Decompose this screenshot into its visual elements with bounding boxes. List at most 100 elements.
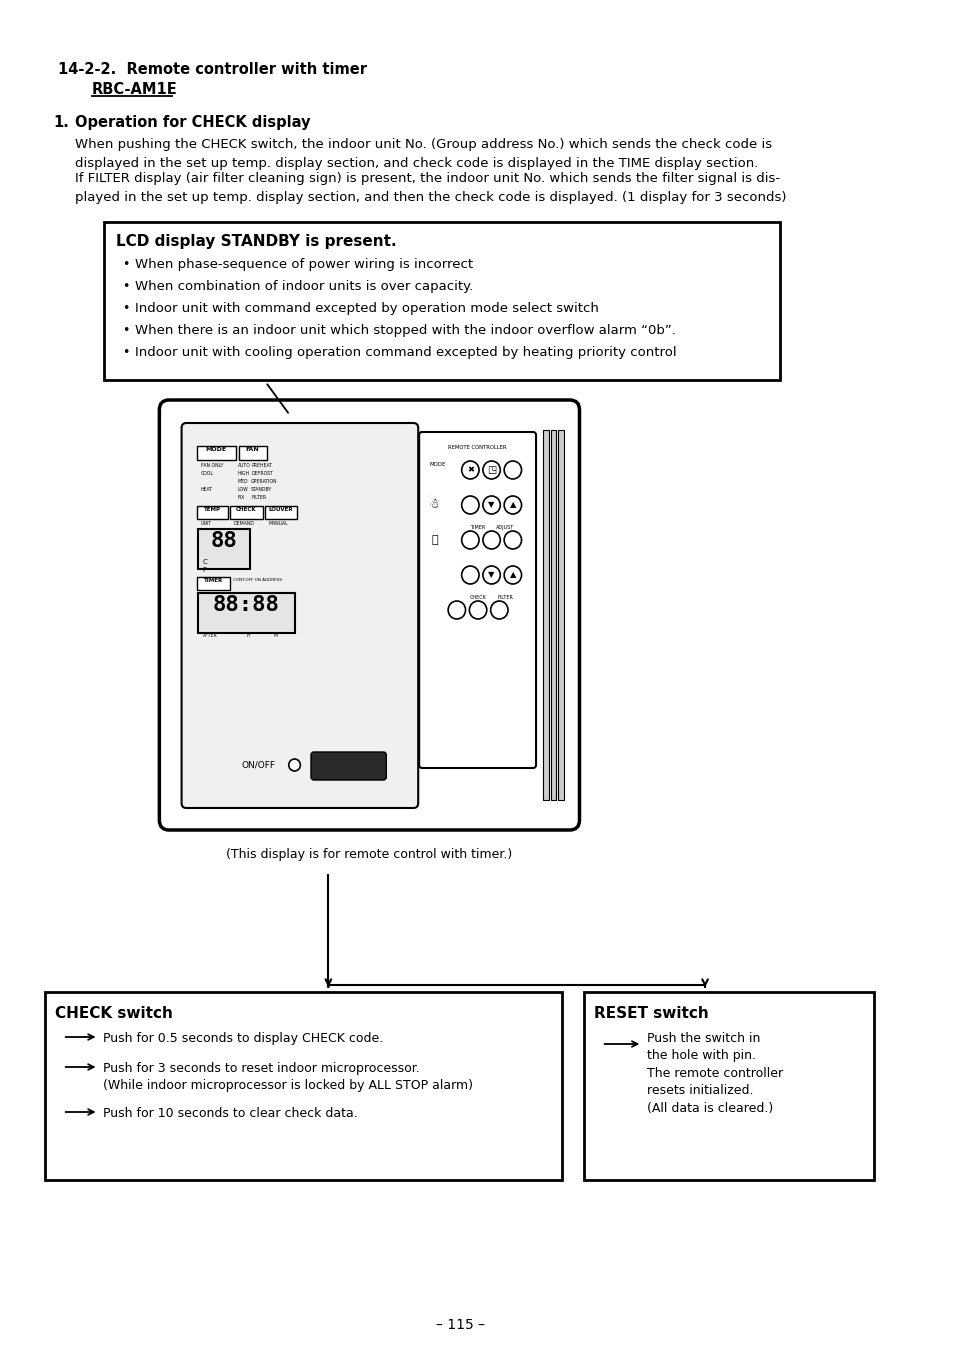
- Bar: [558, 430, 563, 799]
- Circle shape: [482, 566, 499, 584]
- Text: •: •: [122, 346, 129, 359]
- FancyBboxPatch shape: [181, 423, 417, 807]
- FancyBboxPatch shape: [197, 446, 235, 460]
- Text: 88: 88: [211, 531, 237, 551]
- Text: LOUVER: LOUVER: [269, 507, 294, 512]
- Text: •: •: [122, 280, 129, 293]
- FancyBboxPatch shape: [198, 593, 294, 634]
- Text: ☃: ☃: [429, 499, 439, 511]
- Text: 1.: 1.: [53, 115, 69, 129]
- Text: F: F: [203, 568, 207, 573]
- Text: MODE: MODE: [206, 448, 227, 452]
- Circle shape: [289, 759, 300, 771]
- Text: When pushing the CHECK switch, the indoor unit No. (Group address No.) which sen: When pushing the CHECK switch, the indoo…: [75, 137, 772, 170]
- FancyBboxPatch shape: [238, 446, 266, 460]
- Text: FAN: FAN: [245, 448, 258, 452]
- Text: Push for 0.5 seconds to display CHECK code.: Push for 0.5 seconds to display CHECK co…: [103, 1033, 383, 1045]
- Text: ▲: ▲: [509, 500, 516, 510]
- Text: DEFROST: DEFROST: [251, 470, 273, 476]
- Text: ⏰: ⏰: [431, 535, 437, 545]
- FancyBboxPatch shape: [197, 506, 228, 519]
- Text: Indoor unit with cooling operation command excepted by heating priority control: Indoor unit with cooling operation comma…: [135, 346, 676, 359]
- Text: 88:88: 88:88: [213, 594, 279, 615]
- FancyBboxPatch shape: [198, 528, 250, 569]
- Circle shape: [448, 601, 465, 619]
- Text: •: •: [122, 257, 129, 271]
- FancyBboxPatch shape: [197, 577, 230, 590]
- Text: FILTER: FILTER: [251, 495, 266, 500]
- Text: FAN ONLY: FAN ONLY: [201, 462, 223, 468]
- Text: TIMER: TIMER: [470, 524, 485, 530]
- Circle shape: [503, 496, 521, 514]
- Text: MED: MED: [237, 479, 248, 484]
- Text: ▼: ▼: [488, 570, 495, 580]
- Text: CHECK: CHECK: [235, 507, 256, 512]
- FancyBboxPatch shape: [104, 222, 780, 380]
- Text: Push for 3 seconds to reset indoor microprocessor.
(While indoor microprocessor : Push for 3 seconds to reset indoor micro…: [103, 1062, 473, 1092]
- Circle shape: [482, 496, 499, 514]
- Text: •: •: [122, 302, 129, 315]
- Circle shape: [461, 461, 478, 479]
- Text: UNIT: UNIT: [201, 520, 212, 526]
- Circle shape: [482, 531, 499, 549]
- Text: REMOTE CONTROLLER: REMOTE CONTROLLER: [448, 445, 506, 450]
- Text: ON/OFF: ON/OFF: [241, 760, 275, 770]
- Text: TEMP: TEMP: [204, 507, 221, 512]
- Circle shape: [503, 531, 521, 549]
- Circle shape: [461, 496, 478, 514]
- Text: ◳: ◳: [486, 465, 496, 474]
- Text: If FILTER display (air filter cleaning sign) is present, the indoor unit No. whi: If FILTER display (air filter cleaning s…: [75, 173, 786, 204]
- FancyBboxPatch shape: [418, 431, 536, 768]
- Text: HEAT: HEAT: [201, 487, 213, 492]
- Text: ADJUST: ADJUST: [496, 524, 514, 530]
- Text: AFTER: AFTER: [203, 634, 217, 638]
- Text: When combination of indoor units is over capacity.: When combination of indoor units is over…: [135, 280, 473, 293]
- Text: (This display is for remote control with timer.): (This display is for remote control with…: [226, 848, 512, 861]
- Text: When phase-sequence of power wiring is incorrect: When phase-sequence of power wiring is i…: [135, 257, 473, 271]
- Bar: [550, 430, 556, 799]
- Bar: [542, 430, 548, 799]
- Text: – 115 –: – 115 –: [436, 1318, 485, 1332]
- Text: COOL: COOL: [201, 470, 213, 476]
- Text: AUTO: AUTO: [237, 462, 251, 468]
- Text: FIX: FIX: [237, 495, 245, 500]
- Text: ✖: ✖: [466, 465, 474, 474]
- Text: DEMAND: DEMAND: [233, 520, 254, 526]
- Circle shape: [503, 461, 521, 479]
- FancyBboxPatch shape: [311, 752, 386, 780]
- Circle shape: [461, 531, 478, 549]
- Text: MANUAL: MANUAL: [268, 520, 288, 526]
- Text: H: H: [246, 634, 250, 638]
- Text: •: •: [122, 324, 129, 337]
- Text: PREHEAT: PREHEAT: [251, 462, 272, 468]
- FancyBboxPatch shape: [584, 992, 873, 1180]
- FancyBboxPatch shape: [46, 992, 561, 1180]
- Text: M: M: [274, 634, 277, 638]
- Text: HIGH: HIGH: [237, 470, 250, 476]
- Text: ▼: ▼: [488, 500, 495, 510]
- Circle shape: [482, 461, 499, 479]
- Text: CONT.OFF ON ADDRESS: CONT.OFF ON ADDRESS: [233, 578, 281, 582]
- Text: Operation for CHECK display: Operation for CHECK display: [75, 115, 311, 129]
- Text: CHECK switch: CHECK switch: [55, 1006, 172, 1020]
- FancyBboxPatch shape: [159, 400, 578, 830]
- Text: RESET switch: RESET switch: [594, 1006, 708, 1020]
- Text: When there is an indoor unit which stopped with the indoor overflow alarm “0b”.: When there is an indoor unit which stopp…: [135, 324, 676, 337]
- Text: TIMER: TIMER: [204, 578, 223, 582]
- Text: Push the switch in
the hole with pin.
The remote controller
resets initialized.
: Push the switch in the hole with pin. Th…: [646, 1033, 782, 1115]
- Circle shape: [503, 566, 521, 584]
- Text: OPERATION: OPERATION: [251, 479, 277, 484]
- Text: ▲: ▲: [509, 570, 516, 580]
- Text: 14-2-2.  Remote controller with timer: 14-2-2. Remote controller with timer: [58, 62, 367, 77]
- Text: Push for 10 seconds to clear check data.: Push for 10 seconds to clear check data.: [103, 1107, 357, 1120]
- FancyBboxPatch shape: [230, 506, 262, 519]
- Circle shape: [469, 601, 486, 619]
- Text: C: C: [203, 559, 208, 565]
- Text: CHECK: CHECK: [469, 594, 486, 600]
- Circle shape: [461, 566, 478, 584]
- Text: STANDBY: STANDBY: [251, 487, 272, 492]
- Text: LOW: LOW: [237, 487, 248, 492]
- Text: LCD display STANDBY is present.: LCD display STANDBY is present.: [115, 235, 396, 249]
- Circle shape: [490, 601, 508, 619]
- Text: MODE: MODE: [430, 462, 446, 468]
